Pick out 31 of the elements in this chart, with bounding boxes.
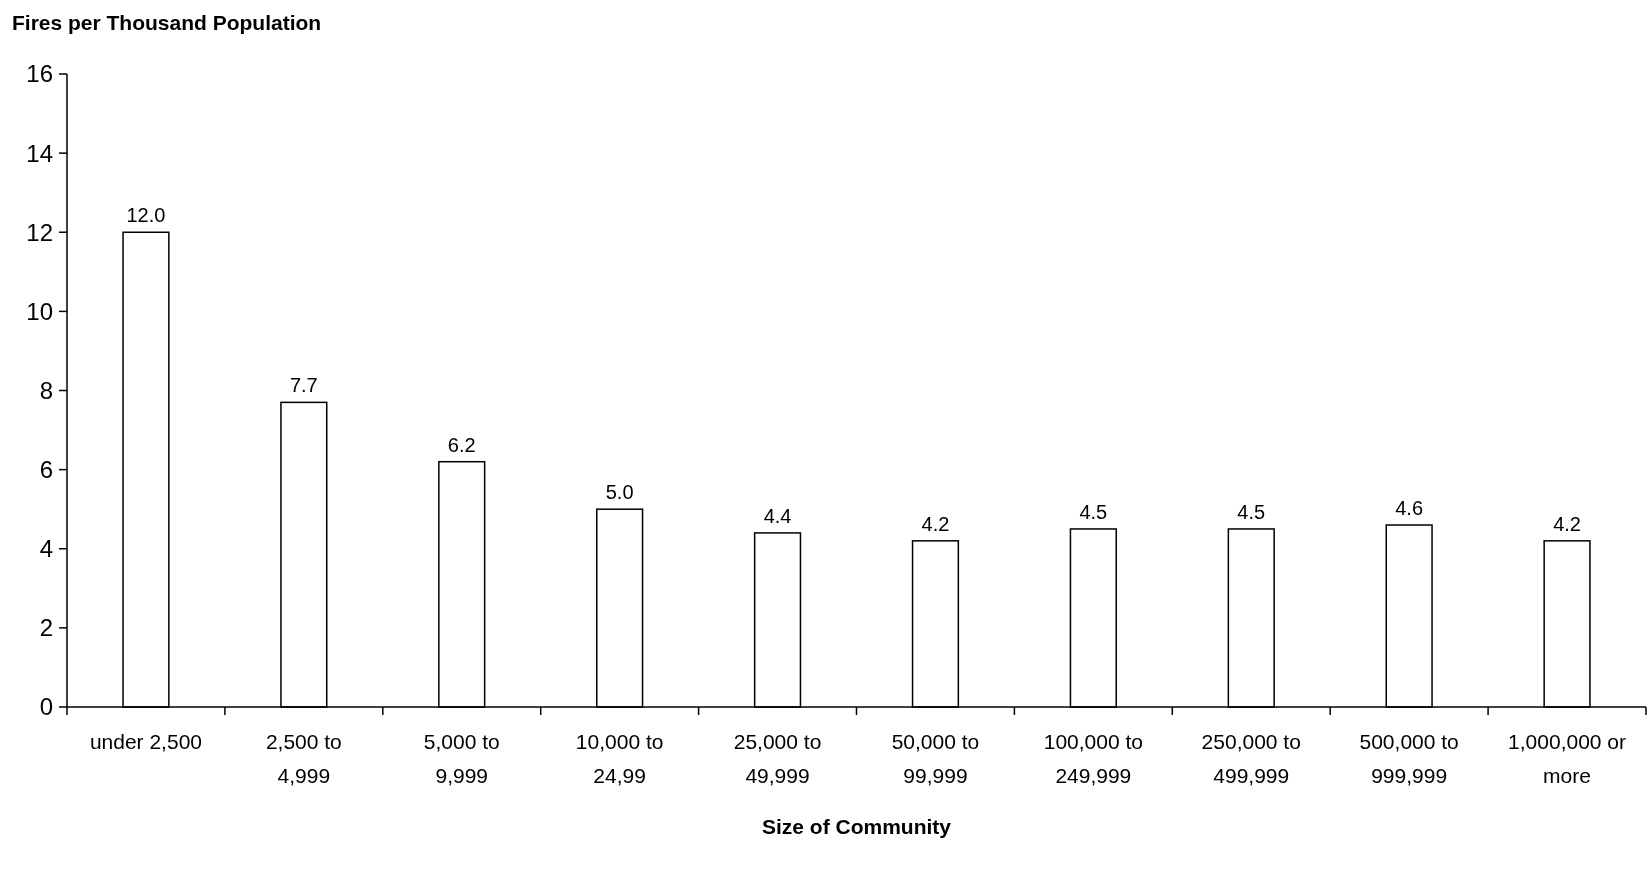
- x-tick-label: 5,000 to 9,999: [423, 730, 500, 787]
- y-tick-label: 4: [39, 535, 53, 563]
- y-tick-label: 8: [39, 376, 53, 404]
- data-label: 12.0: [126, 204, 166, 227]
- x-tick-label: 100,000 to 249,999: [1043, 730, 1143, 787]
- y-tick-label: 0: [39, 693, 53, 721]
- data-label: 4.6: [1395, 497, 1424, 520]
- y-tick-label: 10: [26, 297, 53, 325]
- x-tick-label: 500,000 to 999,999: [1359, 730, 1459, 787]
- x-tick-label: 2,500 to 4,999: [265, 730, 342, 787]
- x-tick-label: 25,000 to 49,999: [733, 730, 822, 787]
- y-tick-label: 6: [39, 456, 53, 484]
- x-axis-title: Size of Community: [761, 815, 952, 838]
- data-label: 7.7: [289, 374, 318, 397]
- y-tick-label: 2: [39, 614, 53, 642]
- x-tick-label: 1,000,000 or more: [1508, 730, 1627, 787]
- x-tick-label: 50,000 to 99,999: [891, 730, 980, 787]
- data-label: 4.4: [763, 504, 792, 527]
- data-label: 5.0: [605, 481, 634, 504]
- data-label: 4.5: [1237, 500, 1266, 523]
- data-label: 4.5: [1079, 500, 1108, 523]
- data-label: 6.2: [447, 433, 476, 456]
- x-tick-label: 250,000 to 499,999: [1201, 730, 1301, 787]
- data-label: 4.2: [921, 512, 950, 535]
- y-tick-label: 16: [26, 60, 53, 88]
- data-label: 4.2: [1553, 512, 1581, 535]
- y-tick-label: 12: [26, 218, 53, 246]
- x-tick-label: 10,000 to 24,99: [575, 730, 664, 787]
- y-tick-label: 14: [26, 139, 53, 167]
- y-axis-title: Fires per Thousand Population: [12, 11, 322, 34]
- x-tick-label: under 2,500: [89, 730, 202, 753]
